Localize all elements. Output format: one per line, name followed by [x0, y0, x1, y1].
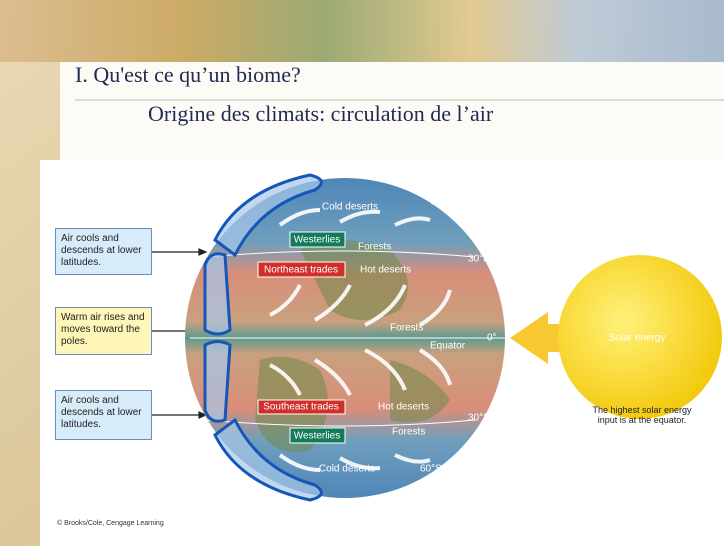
globe-label: Forests: [392, 427, 425, 438]
globe-label: Hot deserts: [360, 265, 411, 276]
callout: Air cools and descends at lower latitude…: [55, 228, 152, 275]
globe-label: 60°N: [430, 197, 452, 208]
globe-label: 30°S: [468, 413, 490, 424]
globe-label: 60°S: [420, 464, 442, 475]
globe-label: 0°: [487, 333, 497, 344]
globe-label: Westerlies: [294, 431, 341, 442]
subtitle: Origine des climats: circulation de l’ai…: [148, 101, 493, 127]
globe-label: Northeast trades: [264, 265, 338, 276]
globe-label: Southeast trades: [263, 402, 339, 413]
globe-label: Forests: [390, 323, 423, 334]
globe-label: Westerlies: [294, 235, 341, 246]
globe-label: Cold deserts: [322, 202, 378, 213]
title: I. Qu'est ce qu’un biome?: [75, 62, 301, 88]
callout: Air cools and descends at lower latitude…: [55, 390, 152, 440]
credit: © Brooks/Cole, Cengage Learning: [57, 519, 164, 527]
globe-label: Forests: [358, 242, 391, 253]
slide: Cold deserts 60°N Westerlies Forests 30°…: [0, 0, 724, 546]
globe-label: Hot deserts: [378, 402, 429, 413]
globe-label: Cold deserts: [319, 464, 375, 475]
globe-label: Equator: [430, 341, 466, 352]
banner: [0, 0, 724, 62]
sun-label: Solar energy: [609, 333, 666, 344]
globe-label: 30°N: [468, 254, 490, 265]
sun-caption: The highest solar energy input is at the…: [582, 405, 702, 425]
callout: Warm air rises and moves toward the pole…: [55, 307, 152, 355]
